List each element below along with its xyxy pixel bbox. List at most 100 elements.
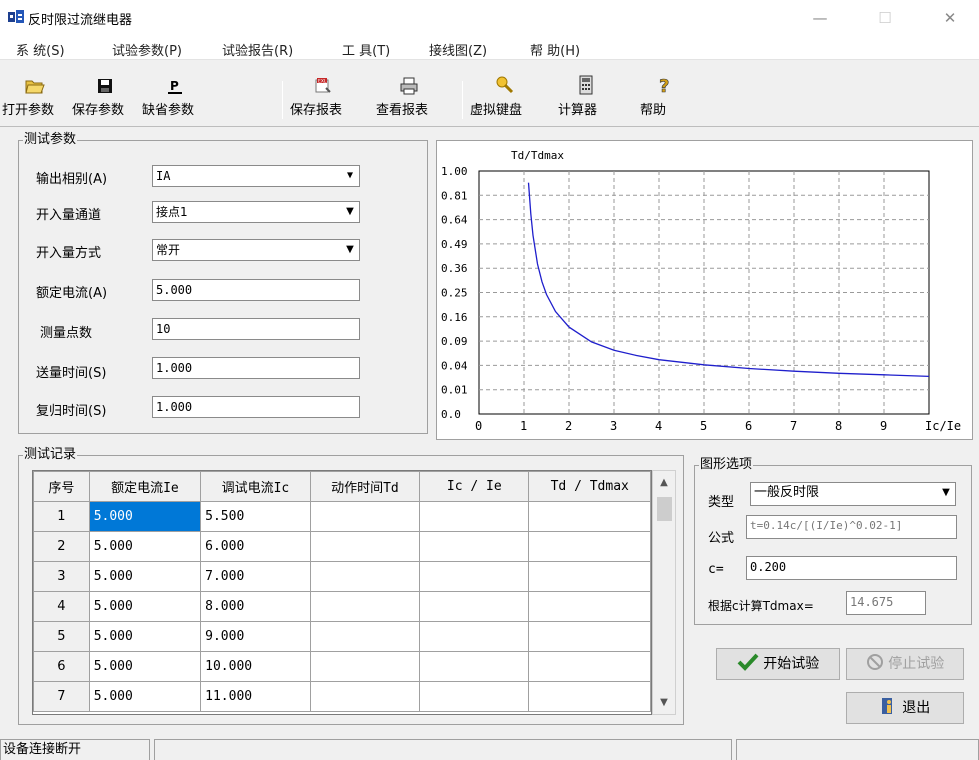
table-cell[interactable]: 11.000: [200, 681, 311, 712]
table-cell[interactable]: [419, 591, 530, 622]
col-header-td-tdmax[interactable]: Td / Tdmax: [528, 471, 651, 502]
table-cell[interactable]: [528, 681, 651, 712]
table-row[interactable]: 2 5.000 6.000: [33, 531, 651, 562]
table-cell[interactable]: [309, 681, 421, 712]
table-cell[interactable]: [528, 591, 651, 622]
table-cell[interactable]: 9.000: [200, 621, 311, 652]
table-cell[interactable]: [309, 651, 421, 682]
input-channel-select[interactable]: 接点1 ▼: [152, 201, 360, 223]
table-cell[interactable]: [419, 621, 530, 652]
table-cell[interactable]: 5.000: [88, 651, 202, 682]
table-cell[interactable]: [528, 561, 651, 592]
x-tick-label: 1: [520, 419, 527, 433]
table-row[interactable]: 6 5.000 10.000: [33, 651, 651, 682]
output-phase-label: 输出相别(A): [36, 172, 108, 187]
virtual-keyboard-button[interactable]: 虚拟键盘: [470, 75, 540, 123]
row-index-cell[interactable]: 4: [33, 591, 90, 622]
menu-system[interactable]: 系 统(S): [16, 44, 65, 59]
table-cell[interactable]: [528, 501, 651, 532]
exit-button[interactable]: 退出: [846, 692, 964, 724]
default-params-button[interactable]: P 缺省参数: [142, 75, 208, 123]
view-report-button[interactable]: 查看报表: [376, 75, 442, 123]
output-phase-select[interactable]: IA ▼: [152, 165, 360, 187]
records-scrollbar[interactable]: ▲ ▼: [652, 470, 676, 715]
table-cell[interactable]: [309, 501, 421, 532]
table-cell[interactable]: [528, 621, 651, 652]
col-header-action-time[interactable]: 动作时间Td: [309, 471, 421, 502]
menu-tools[interactable]: 工 具(T): [342, 44, 391, 59]
chevron-down-icon: ▼: [942, 487, 950, 498]
table-cell[interactable]: 10.000: [200, 651, 311, 682]
open-params-button[interactable]: 打开参数: [2, 75, 68, 123]
row-index-cell[interactable]: 3: [33, 561, 90, 592]
curve-type-select[interactable]: 一般反时限 ▼: [750, 482, 956, 506]
table-row[interactable]: 4 5.000 8.000: [33, 591, 651, 622]
input-mode-select[interactable]: 常开 ▼: [152, 239, 360, 261]
table-cell[interactable]: [309, 591, 421, 622]
col-header-test-current[interactable]: 调试电流Ic: [200, 471, 311, 502]
table-row[interactable]: 3 5.000 7.000: [33, 561, 651, 592]
points-input[interactable]: 10: [152, 318, 360, 340]
close-button[interactable]: ✕: [943, 9, 957, 27]
save-params-button[interactable]: 保存参数: [72, 75, 138, 123]
table-cell[interactable]: [309, 621, 421, 652]
calculator-button[interactable]: 计算器: [558, 75, 614, 123]
table-cell[interactable]: [528, 531, 651, 562]
menu-test-params[interactable]: 试验参数(P): [112, 44, 182, 59]
table-row[interactable]: 7 5.000 11.000: [33, 681, 651, 712]
y-tick-label: 0.81: [441, 189, 468, 202]
help-button[interactable]: ? 帮助: [640, 75, 690, 123]
table-cell[interactable]: 6.000: [200, 531, 311, 562]
table-cell[interactable]: 5.000: [88, 501, 202, 532]
minimize-button[interactable]: —: [812, 9, 828, 27]
table-row[interactable]: 5 5.000 9.000: [33, 621, 651, 652]
reset-time-input[interactable]: 1.000: [152, 396, 360, 418]
table-cell[interactable]: 8.000: [200, 591, 311, 622]
table-cell[interactable]: [419, 531, 530, 562]
maximize-button[interactable]: ☐: [878, 9, 892, 27]
table-row[interactable]: 1 5.000 5.500: [33, 501, 651, 532]
menu-help[interactable]: 帮 助(H): [530, 44, 581, 59]
scroll-thumb[interactable]: [657, 497, 672, 521]
records-table: 序号 额定电流Ie 调试电流Ic 动作时间Td Ic / Ie Td / Tdm…: [32, 470, 652, 715]
table-cell[interactable]: 5.000: [88, 591, 202, 622]
row-index-cell[interactable]: 7: [33, 681, 90, 712]
table-cell[interactable]: 5.000: [88, 561, 202, 592]
table-cell[interactable]: 5.500: [200, 501, 311, 532]
table-cell[interactable]: [419, 501, 530, 532]
x-tick-label: 8: [835, 419, 842, 433]
input-mode-label: 开入量方式: [36, 246, 102, 261]
row-index-cell[interactable]: 5: [33, 621, 90, 652]
col-header-ic-ie[interactable]: Ic / Ie: [419, 471, 530, 502]
table-cell[interactable]: [309, 531, 421, 562]
menu-wiring[interactable]: 接线图(Z): [429, 44, 488, 59]
table-cell[interactable]: 5.000: [88, 531, 202, 562]
rated-current-input[interactable]: 5.000: [152, 279, 360, 301]
table-cell[interactable]: [309, 561, 421, 592]
y-tick-label: 0.16: [441, 311, 468, 324]
send-time-input[interactable]: 1.000: [152, 357, 360, 379]
table-cell[interactable]: [528, 651, 651, 682]
x-tick-label: 4: [655, 419, 662, 433]
toolbar-separator: [282, 81, 283, 119]
save-report-button[interactable]: EXL 保存报表: [290, 75, 356, 123]
row-index-cell[interactable]: 1: [33, 501, 90, 532]
col-header-rated-current[interactable]: 额定电流Ie: [88, 471, 202, 502]
row-index-cell[interactable]: 6: [33, 651, 90, 682]
table-cell[interactable]: [419, 561, 530, 592]
svg-text:EXL: EXL: [318, 79, 327, 85]
menu-test-report[interactable]: 试验报告(R): [222, 44, 294, 59]
table-cell[interactable]: [419, 681, 530, 712]
c-input[interactable]: 0.200: [746, 556, 957, 580]
table-cell[interactable]: 5.000: [88, 681, 202, 712]
scroll-down-icon[interactable]: ▼: [660, 697, 668, 708]
row-index-cell[interactable]: 2: [33, 531, 90, 562]
stop-test-button[interactable]: 停止试验: [846, 648, 964, 680]
col-header-index[interactable]: 序号: [33, 471, 90, 502]
x-tick-label: 7: [790, 419, 797, 433]
table-cell[interactable]: 7.000: [200, 561, 311, 592]
start-test-button[interactable]: 开始试验: [716, 648, 840, 680]
table-cell[interactable]: 5.000: [88, 621, 202, 652]
scroll-up-icon[interactable]: ▲: [660, 477, 668, 488]
table-cell[interactable]: [419, 651, 530, 682]
